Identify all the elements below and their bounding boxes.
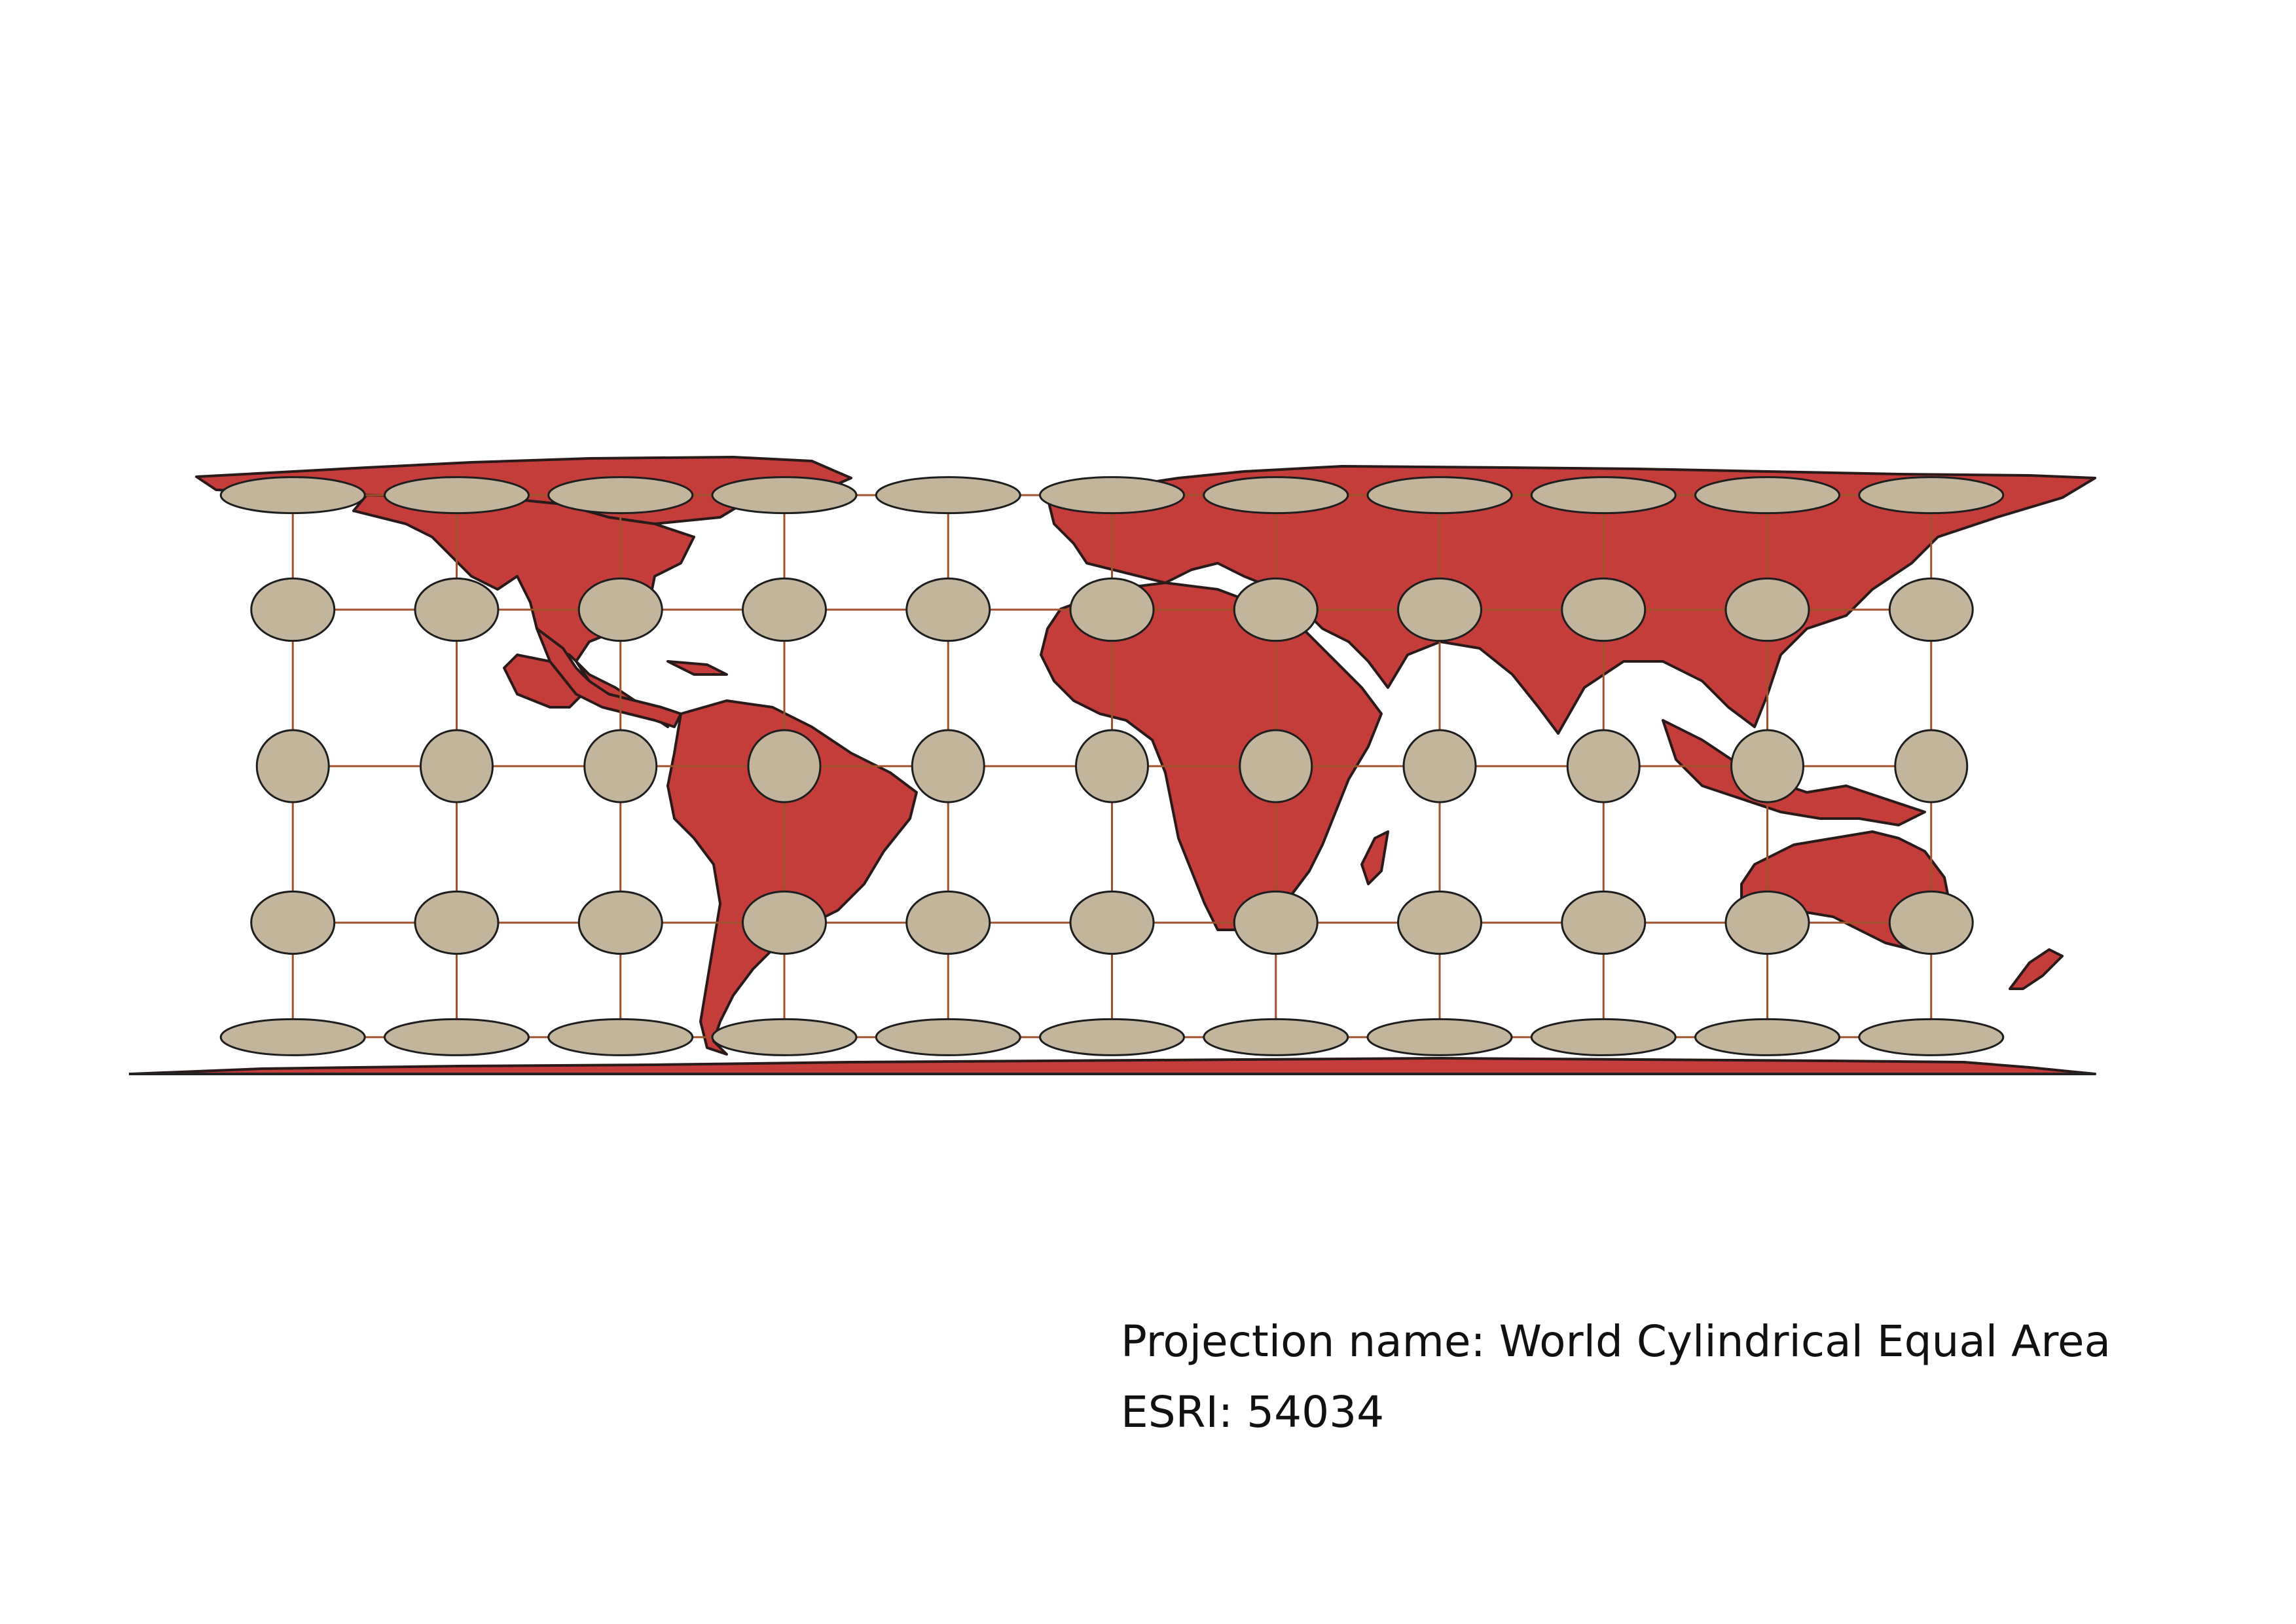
ellipse-icon [1696, 1019, 1840, 1055]
ellipse-icon [1889, 891, 1973, 953]
ellipse-icon [907, 891, 990, 953]
ellipse-icon [549, 1019, 693, 1055]
ellipse-icon [743, 891, 826, 953]
ellipse-icon [1895, 730, 1967, 802]
ellipse-icon [1040, 477, 1184, 513]
ellipse-icon [1234, 891, 1317, 953]
ellipse-icon [1070, 891, 1154, 953]
ellipse-icon [748, 730, 820, 802]
land-madagascar [1362, 832, 1388, 884]
ellipse-icon [1726, 891, 1809, 953]
ellipse-icon [1204, 1019, 1348, 1055]
ellipse-icon [251, 891, 335, 953]
esri-code-label: ESRI: 54034 [1121, 1377, 2111, 1448]
ellipse-icon [907, 578, 990, 640]
ellipse-icon [579, 578, 662, 640]
ellipse-icon [712, 1019, 856, 1055]
ellipse-icon [1204, 477, 1348, 513]
ellipse-icon [585, 730, 657, 802]
map-caption: Projection name: World Cylindrical Equal… [1121, 1306, 2111, 1448]
ellipse-icon [1234, 578, 1317, 640]
ellipse-icon [876, 477, 1020, 513]
ellipse-icon [1859, 477, 2003, 513]
ellipse-icon [1368, 477, 1512, 513]
ellipse-icon [1240, 730, 1312, 802]
ellipse-icon [1404, 730, 1476, 802]
ellipse-icon [257, 730, 329, 802]
ellipse-icon [912, 730, 984, 802]
ellipse-icon [579, 891, 662, 953]
ellipse-icon [1368, 1019, 1512, 1055]
land-caribbean [668, 661, 727, 674]
ellipse-icon [1562, 891, 1645, 953]
ellipse-icon [421, 730, 493, 802]
ellipse-icon [743, 578, 826, 640]
ellipse-icon [385, 1019, 529, 1055]
ellipse-icon [221, 1019, 365, 1055]
ellipse-icon [1040, 1019, 1184, 1055]
ellipse-icon [1076, 730, 1148, 802]
projection-name-label: Projection name: World Cylindrical Equal… [1121, 1306, 2111, 1377]
land-new-zealand [2010, 950, 2062, 989]
ellipse-icon [1398, 578, 1482, 640]
ellipse-icon [1889, 578, 1973, 640]
ellipse-icon [1732, 730, 1804, 802]
ellipse-icon [221, 477, 365, 513]
ellipse-icon [1070, 578, 1154, 640]
ellipse-icon [1531, 1019, 1675, 1055]
ellipse-icon [251, 578, 335, 640]
ellipse-icon [1562, 578, 1645, 640]
ellipse-icon [1696, 477, 1840, 513]
ellipse-icon [876, 1019, 1020, 1055]
ellipse-icon [712, 477, 856, 513]
ellipse-icon [415, 891, 498, 953]
ellipse-icon [1726, 578, 1809, 640]
ellipse-icon [385, 477, 529, 513]
ellipse-icon [1398, 891, 1482, 953]
ellipse-icon [1567, 730, 1639, 802]
ellipse-icon [1531, 477, 1675, 513]
ellipse-icon [549, 477, 693, 513]
land-antarctica [131, 1058, 2095, 1074]
ellipse-icon [415, 578, 498, 640]
ellipse-icon [1859, 1019, 2003, 1055]
